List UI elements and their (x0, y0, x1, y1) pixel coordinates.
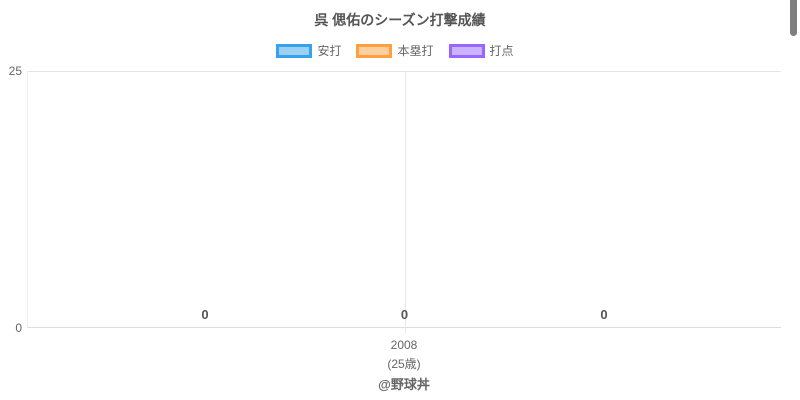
legend-label: 打点 (489, 44, 514, 58)
gridline-vertical-center (404, 72, 406, 334)
chart-legend: 安打 本塁打 打点 (0, 44, 790, 58)
legend-label: 安打 (317, 44, 342, 58)
legend-item-2[interactable]: 打点 (448, 44, 514, 58)
legend-swatch (448, 44, 485, 58)
bar-value-label: 0 (201, 307, 209, 322)
chart-title: 呉 偲佑のシーズン打撃成績 (314, 12, 486, 28)
bar-value-label: 0 (400, 307, 409, 322)
x-axis-label-age: (25歳) (387, 357, 421, 371)
legend-label: 本塁打 (397, 44, 434, 58)
y-axis-tick-max: 25 (8, 64, 22, 78)
y-axis-tick-min: 0 (15, 321, 22, 335)
legend-swatch (356, 44, 393, 58)
scrollbar-thumb[interactable] (790, 0, 797, 36)
watermark: @野球丼 (378, 377, 430, 392)
bar-value-label: 0 (600, 307, 608, 322)
legend-swatch (276, 44, 313, 58)
legend-item-0[interactable]: 安打 (276, 44, 341, 58)
plot-area: 0 0 0 (27, 71, 781, 334)
legend-item-1[interactable]: 本塁打 (356, 44, 434, 58)
x-axis-label-year: 2008 (390, 338, 418, 352)
